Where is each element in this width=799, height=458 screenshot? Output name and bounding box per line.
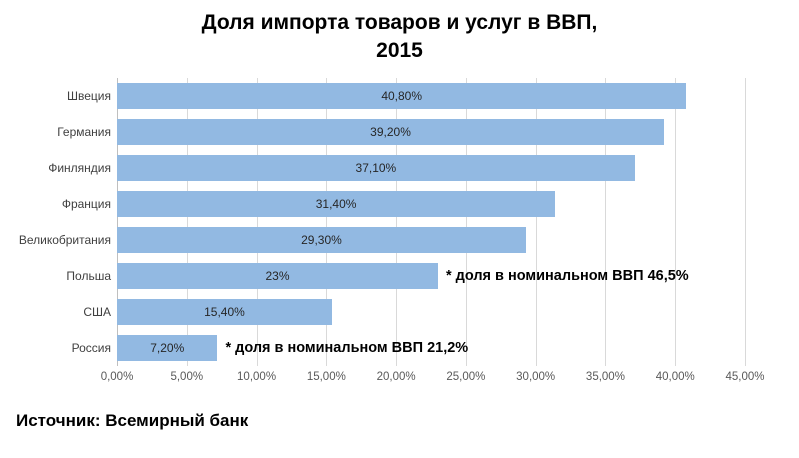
bar: 15,40% xyxy=(117,299,332,325)
x-tick-label: 45,00% xyxy=(725,371,765,383)
bar-value-label: 39,20% xyxy=(370,125,411,139)
gridline xyxy=(745,78,746,366)
gridline xyxy=(675,78,677,366)
bar-row: 40,80% xyxy=(117,78,745,114)
bar-annotation: * доля в номинальном ВВП 21,2% xyxy=(225,340,469,356)
x-tick-label: 0,00% xyxy=(100,371,134,383)
x-tick-label: 15,00% xyxy=(306,371,346,383)
category-axis: Швеция Германия Финляндия Франция Великобрит… xyxy=(0,78,111,366)
x-tick-label: 30,00% xyxy=(516,371,556,383)
x-tick-label: 40,00% xyxy=(655,371,695,383)
bar-row: 23% * доля в номинальном ВВП 46,5% xyxy=(117,258,745,294)
x-tick-label: 25,00% xyxy=(446,371,486,383)
bar: 31,40% xyxy=(117,191,556,217)
chart-title-line1: Доля импорта товаров и услуг в ВВП, xyxy=(201,11,598,34)
chart-title-line2: 2015 xyxy=(376,39,423,62)
source-note: Источник: Всемирный банк xyxy=(16,411,249,430)
category-label: Россия xyxy=(71,341,111,355)
category-label: Польша xyxy=(66,269,111,283)
gridline xyxy=(535,78,537,366)
category-label: Франция xyxy=(61,197,111,211)
bar-row: 7,20% * доля в номинальном ВВП 21,2% xyxy=(117,330,745,366)
category-label: Германия xyxy=(57,125,111,139)
bar: 40,80% xyxy=(117,83,687,109)
bar-row: 29,30% xyxy=(117,222,745,258)
category-label: Швеция xyxy=(67,89,111,103)
bar-row: 31,40% xyxy=(117,186,745,222)
bar-value-label: 37,10% xyxy=(355,161,397,175)
bar: 39,20% xyxy=(117,119,665,145)
value-axis: 0,00% 5,00% 10,00% 15,00% 20,00% 25,00% 30,00%… xyxy=(101,371,765,389)
chart-title: Доля импорта товаров и услуг в ВВП, 2015 xyxy=(0,9,799,65)
bar-annotation: * доля в номинальном ВВП 46,5% xyxy=(445,268,689,284)
bar-row: 39,20% xyxy=(117,114,745,150)
bar: 37,10% xyxy=(117,155,635,181)
x-tick-label: 5,00% xyxy=(170,371,204,383)
x-tick-label: 35,00% xyxy=(585,371,625,383)
bar-value-label: 7,20% xyxy=(150,341,185,355)
category-label: Финляндия xyxy=(48,161,111,175)
gridline xyxy=(605,78,607,366)
bar: 23% xyxy=(117,263,438,289)
x-tick-label: 10,00% xyxy=(237,371,277,383)
plot-area: 40,80% 39,20% 37,10% 31,40% 29,30% 23% * доля … xyxy=(117,78,746,366)
gridline xyxy=(396,78,398,366)
gridline xyxy=(465,78,467,366)
y-axis-line xyxy=(117,78,118,366)
x-tick-label: 20,00% xyxy=(376,371,416,383)
category-label: США xyxy=(83,305,111,319)
bar-value-label: 15,40% xyxy=(204,305,245,319)
bar-value-label: 31,40% xyxy=(315,197,357,211)
bar: 7,20% xyxy=(117,335,218,361)
bar: 29,30% xyxy=(117,227,526,253)
gridline xyxy=(186,78,188,366)
bar-value-label: 29,30% xyxy=(301,233,342,247)
gridline xyxy=(256,78,258,366)
bar-value-label: 40,80% xyxy=(381,89,423,103)
gridline xyxy=(326,78,328,366)
bar-row: 15,40% xyxy=(117,294,745,330)
bar-row: 37,10% xyxy=(117,150,745,186)
category-label: Великобритания xyxy=(18,233,111,247)
bar-value-label: 23% xyxy=(265,269,290,283)
